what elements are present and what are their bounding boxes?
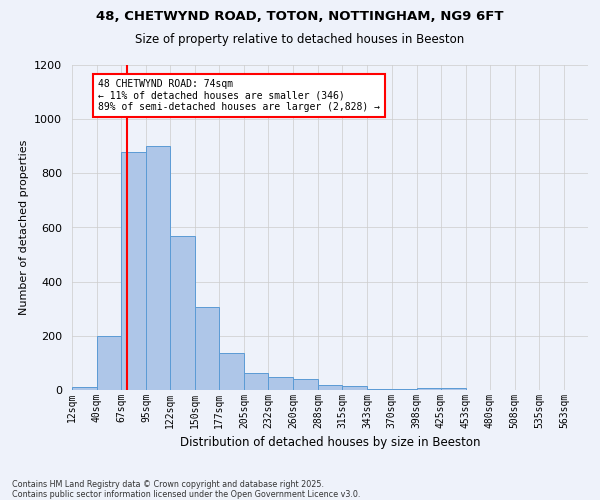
Bar	[220, 354, 244, 390]
Bar	[244, 373, 268, 390]
Bar	[97, 336, 121, 390]
Bar	[367, 388, 392, 390]
Bar	[343, 386, 367, 390]
Bar	[72, 387, 97, 390]
Bar	[416, 388, 440, 390]
Bar	[170, 236, 195, 390]
Text: 48 CHETWYND ROAD: 74sqm
← 11% of detached houses are smaller (346)
89% of semi-d: 48 CHETWYND ROAD: 74sqm ← 11% of detache…	[98, 78, 380, 112]
X-axis label: Distribution of detached houses by size in Beeston: Distribution of detached houses by size …	[180, 436, 480, 450]
Bar	[319, 385, 343, 390]
Text: Contains HM Land Registry data © Crown copyright and database right 2025.
Contai: Contains HM Land Registry data © Crown c…	[12, 480, 361, 499]
Bar	[195, 308, 220, 390]
Bar	[146, 146, 170, 390]
Y-axis label: Number of detached properties: Number of detached properties	[19, 140, 29, 315]
Bar	[121, 152, 146, 390]
Bar	[268, 377, 293, 390]
Text: Size of property relative to detached houses in Beeston: Size of property relative to detached ho…	[136, 32, 464, 46]
Bar	[392, 389, 416, 390]
Text: 48, CHETWYND ROAD, TOTON, NOTTINGHAM, NG9 6FT: 48, CHETWYND ROAD, TOTON, NOTTINGHAM, NG…	[96, 10, 504, 23]
Bar	[440, 388, 466, 390]
Bar	[293, 379, 319, 390]
